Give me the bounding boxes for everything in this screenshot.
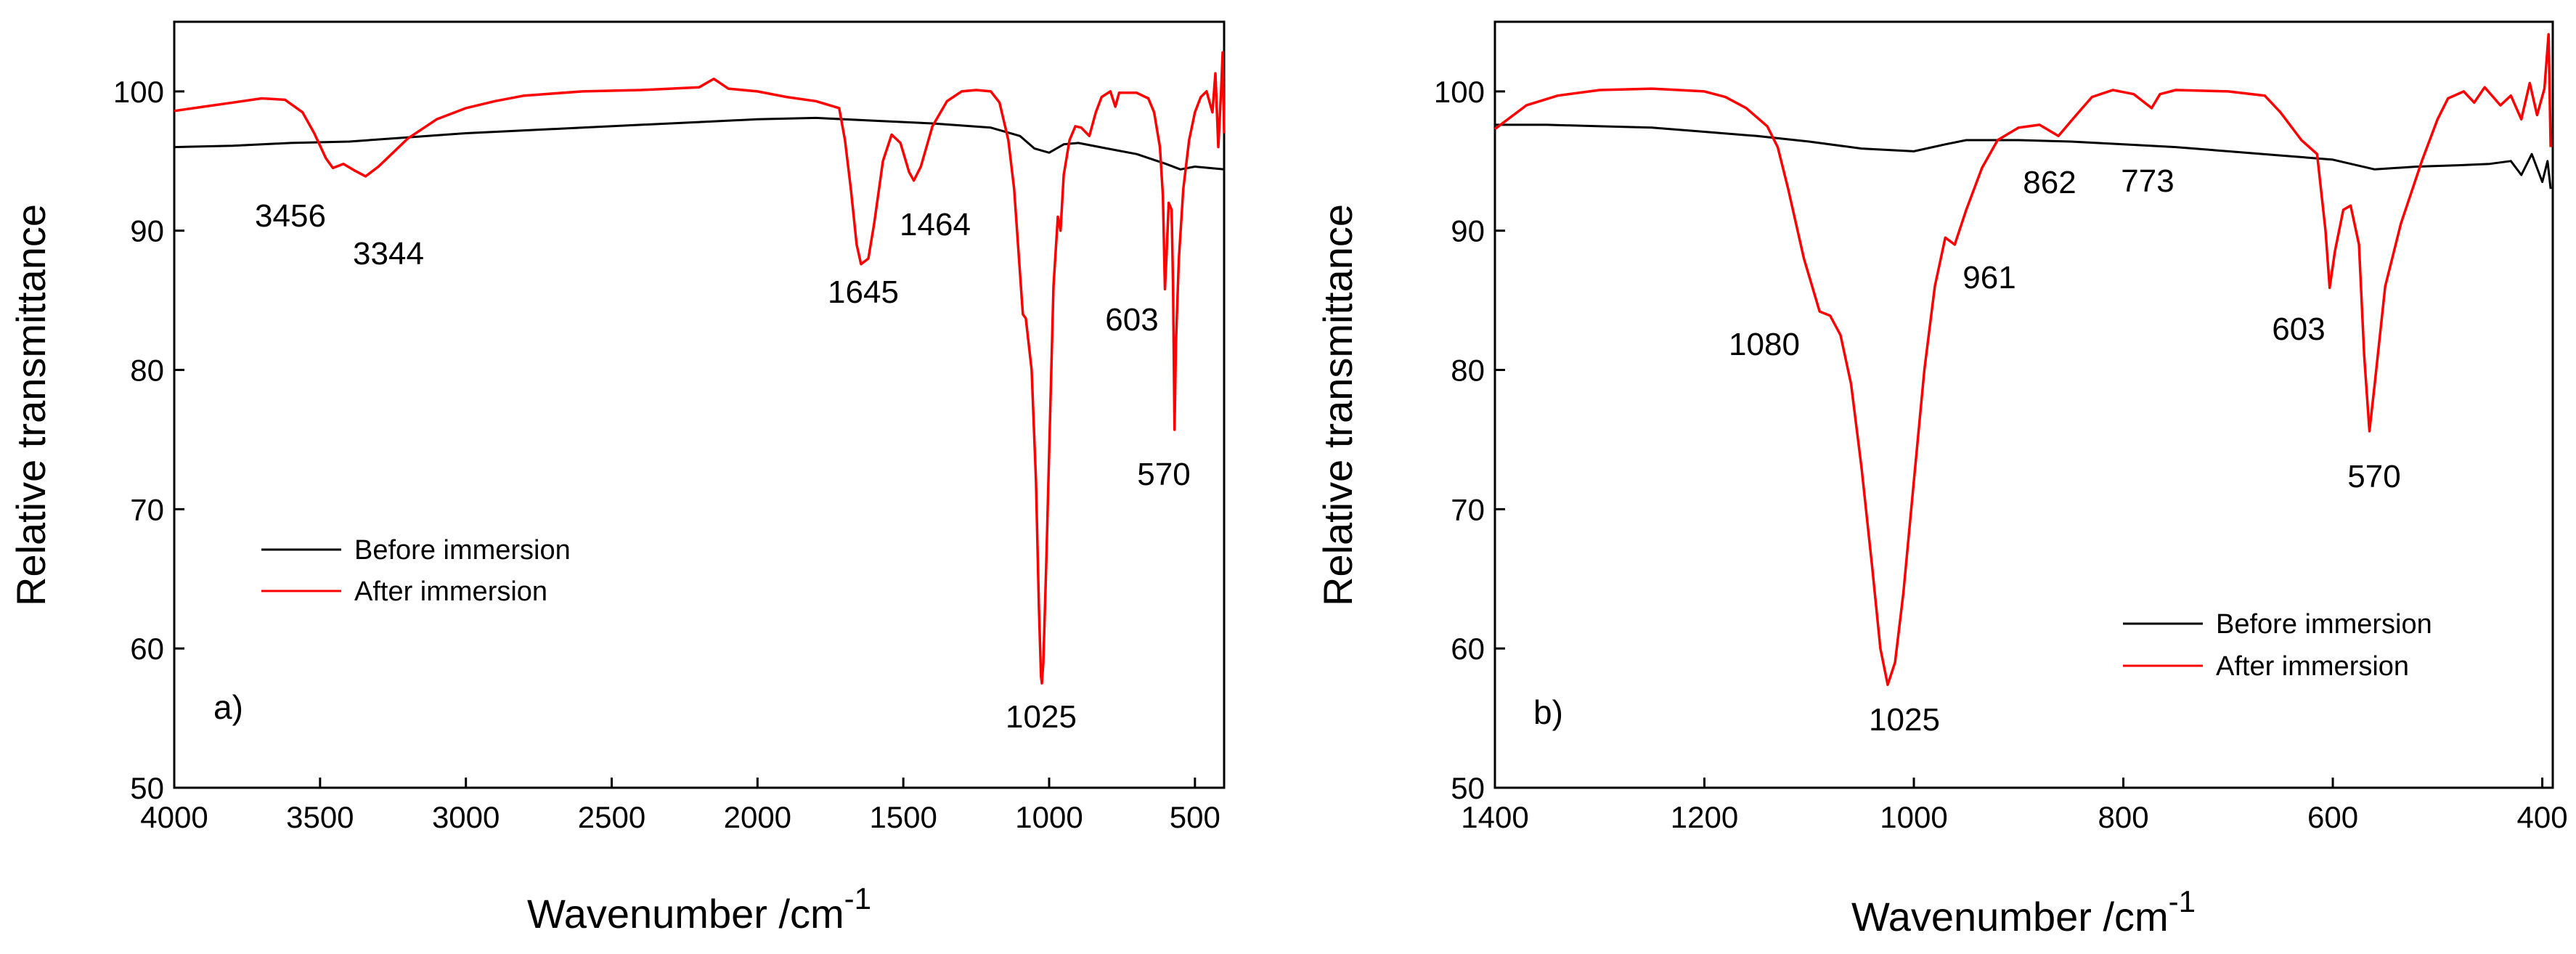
annotation-b-603: 603 [2272,311,2325,347]
x-tick-label: 800 [2098,800,2149,834]
annotation-a-1025: 1025 [1006,699,1077,735]
y-tick-label: 80 [130,354,164,388]
x-tick-label: 400 [2517,800,2568,834]
series-b [1493,33,2552,686]
x-tick-label: 3000 [432,800,500,834]
y-tick-label: 100 [1434,75,1485,109]
x-tick-label: 600 [2307,800,2358,834]
series-a [174,51,1226,685]
y-tick-label: 90 [1451,214,1485,248]
y-tick-label: 60 [130,632,164,666]
x-axis-label-a: Wavenumber /cm-1 [527,881,871,937]
x-tick-label: 2000 [724,800,791,834]
annotation-b-1025: 1025 [1869,702,1940,738]
x-tick-label: 3500 [286,800,354,834]
y-axis-label-a: Relative transmittance [8,204,54,606]
series-line-before-a [174,116,1225,171]
y-tick-label: 70 [130,492,164,526]
legend-a: Before immersion After immersion [261,535,571,607]
x-ticks-a: 4000 3500 3000 2500 2000 1500 1000 500 [140,778,1220,834]
legend-label-after-b: After immersion [2216,651,2409,682]
panel-label-b: b) [1533,693,1563,731]
plot-frame-a [173,20,1226,789]
x-ticks-b: 1400 1200 1000 800 600 400 [1461,778,2568,834]
annotation-a-1645: 1645 [828,274,899,310]
y-tick-label: 80 [1451,354,1485,388]
y-tick-label: 90 [130,214,164,248]
panel-label-a: a) [213,688,243,726]
series-line-before-b [1495,123,2552,189]
y-tick-label: 50 [130,771,164,805]
annotation-b-570: 570 [2347,459,2400,494]
legend-b: Before immersion After immersion [2123,609,2432,682]
y-tick-label: 60 [1451,632,1485,666]
x-tick-label: 2500 [578,800,645,834]
x-tick-label: 1000 [1880,800,1947,834]
x-tick-label: 1500 [869,800,937,834]
y-ticks-b: 50 60 70 80 90 100 [1434,75,1505,805]
panel-a: 50 60 70 80 90 100 4000 3500 3000 2500 2000 1500 10… [8,20,1226,937]
series-line-after-b [1493,33,2552,686]
y-tick-label: 100 [113,75,164,109]
annotation-b-862: 862 [2023,165,2076,200]
y-ticks-a: 50 60 70 80 90 100 [113,75,184,805]
annotation-a-3344: 3344 [353,236,424,272]
x-tick-label: 1200 [1671,800,1738,834]
annotation-a-1464: 1464 [900,207,971,242]
x-tick-label: 500 [1170,800,1220,834]
y-axis-label-b: Relative transmittance [1315,204,1361,606]
x-tick-label: 4000 [140,800,208,834]
panel-b: 50 60 70 80 90 100 1400 1200 1000 800 600 400 Rela… [1315,20,2568,939]
x-axis-label-b: Wavenumber /cm-1 [1851,884,2196,939]
y-tick-label: 50 [1451,771,1485,805]
annotation-b-773: 773 [2121,163,2174,199]
annotation-b-961: 961 [1962,260,2015,295]
y-tick-label: 70 [1451,492,1485,526]
annotation-b-1080: 1080 [1729,327,1800,362]
x-tick-label: 1000 [1015,800,1083,834]
legend-label-before-b: Before immersion [2216,609,2432,640]
annotation-a-603: 603 [1105,302,1158,338]
annotation-a-3456: 3456 [255,198,326,234]
x-tick-label: 1400 [1461,800,1528,834]
plot-frame-b [1493,20,2554,789]
legend-label-before-a: Before immersion [354,535,571,566]
annotation-a-570: 570 [1137,457,1190,492]
legend-label-after-a: After immersion [354,576,547,607]
series-line-after-a [174,51,1226,685]
